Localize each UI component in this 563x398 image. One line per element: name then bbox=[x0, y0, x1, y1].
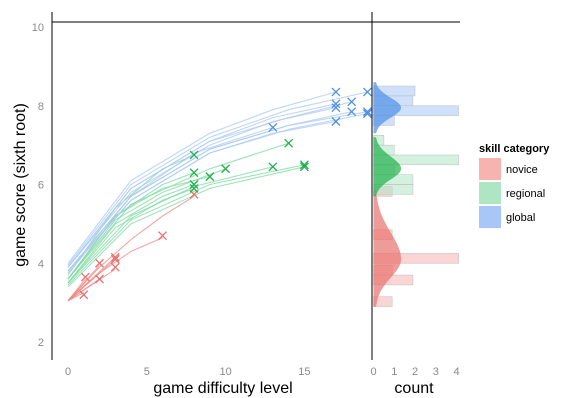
point-global bbox=[362, 109, 372, 119]
histogram-layer bbox=[373, 82, 459, 307]
x-axis-title: game difficulty level bbox=[153, 380, 292, 397]
point-global bbox=[362, 107, 372, 117]
point-novice bbox=[95, 274, 104, 284]
density-novice bbox=[373, 190, 402, 307]
point-global bbox=[331, 87, 341, 97]
x-tick-label: 0 bbox=[65, 366, 71, 378]
curve-global bbox=[67, 107, 337, 268]
legend-title: skill category bbox=[479, 143, 550, 155]
y-tick-labels: 2 4 6 8 10 bbox=[32, 22, 44, 349]
point-regional bbox=[284, 138, 294, 148]
y-tick-label: 10 bbox=[32, 22, 44, 34]
y-tick-label: 6 bbox=[38, 180, 44, 192]
y-axis-title: game score (sixth root) bbox=[12, 103, 29, 267]
legend-swatch-regional bbox=[479, 182, 501, 204]
point-novice bbox=[80, 272, 90, 282]
point-regional bbox=[299, 162, 309, 172]
point-novice bbox=[110, 262, 120, 272]
legend-label-regional: regional bbox=[506, 188, 545, 200]
curve-regional bbox=[67, 166, 274, 284]
curve-regional bbox=[67, 142, 289, 280]
point-regional bbox=[189, 180, 199, 189]
hist-tick-label: 4 bbox=[453, 366, 459, 378]
curve-global bbox=[67, 91, 337, 264]
curve-global bbox=[67, 120, 337, 272]
curve-global bbox=[67, 91, 368, 266]
point-regional bbox=[189, 150, 199, 160]
point-global bbox=[347, 97, 357, 107]
hist-tick-label: 1 bbox=[391, 366, 397, 378]
curve-global bbox=[67, 113, 368, 274]
point-global bbox=[268, 122, 278, 132]
curve-global bbox=[67, 101, 352, 268]
curve-regional bbox=[67, 183, 195, 284]
density-regional bbox=[373, 137, 402, 197]
x-tick-label: 15 bbox=[298, 366, 310, 378]
curve-novice bbox=[67, 195, 195, 302]
point-novice bbox=[110, 254, 120, 264]
point-global bbox=[362, 87, 372, 97]
point-global bbox=[331, 99, 341, 109]
point-regional bbox=[268, 162, 278, 172]
curve-regional bbox=[67, 164, 305, 286]
hist-tick-label: 2 bbox=[412, 366, 418, 378]
point-regional bbox=[299, 160, 309, 170]
legend-swatch-novice bbox=[479, 158, 501, 180]
points-layer bbox=[79, 87, 372, 300]
hist-tick-label: 3 bbox=[433, 366, 439, 378]
curve-regional bbox=[67, 168, 226, 280]
curve-global bbox=[67, 111, 368, 272]
hist-tick-label: 0 bbox=[370, 366, 376, 378]
curve-regional bbox=[67, 176, 210, 280]
y-tick-label: 4 bbox=[38, 258, 44, 270]
point-regional bbox=[189, 183, 199, 193]
legend: skill category novice regional global bbox=[479, 143, 550, 228]
point-regional bbox=[189, 168, 199, 178]
curve-novice bbox=[67, 268, 116, 302]
point-global bbox=[347, 107, 357, 117]
point-regional bbox=[205, 172, 215, 182]
curves-layer bbox=[67, 91, 368, 302]
legend-label-global: global bbox=[506, 212, 535, 224]
legend-swatch-global bbox=[479, 206, 501, 228]
x-tick-label: 10 bbox=[219, 366, 231, 378]
point-novice bbox=[110, 252, 120, 262]
point-global bbox=[331, 117, 341, 126]
point-novice bbox=[158, 231, 168, 241]
x-tick-labels: 0 5 10 15 bbox=[65, 366, 311, 378]
hist-axis-title: count bbox=[394, 380, 434, 397]
x-tick-label: 5 bbox=[144, 366, 150, 378]
hist-tick-labels: 0 1 2 3 4 bbox=[370, 366, 459, 378]
point-global bbox=[331, 103, 341, 113]
point-regional bbox=[221, 164, 231, 174]
point-novice bbox=[95, 258, 104, 268]
density-global bbox=[373, 82, 402, 134]
y-tick-label: 2 bbox=[38, 337, 44, 349]
curve-regional bbox=[67, 166, 305, 288]
y-tick-label: 8 bbox=[38, 101, 44, 113]
curve-novice bbox=[67, 237, 163, 302]
point-novice bbox=[79, 290, 89, 300]
legend-label-novice: novice bbox=[506, 164, 538, 176]
curve-global bbox=[67, 111, 352, 272]
curve-regional bbox=[67, 154, 195, 276]
